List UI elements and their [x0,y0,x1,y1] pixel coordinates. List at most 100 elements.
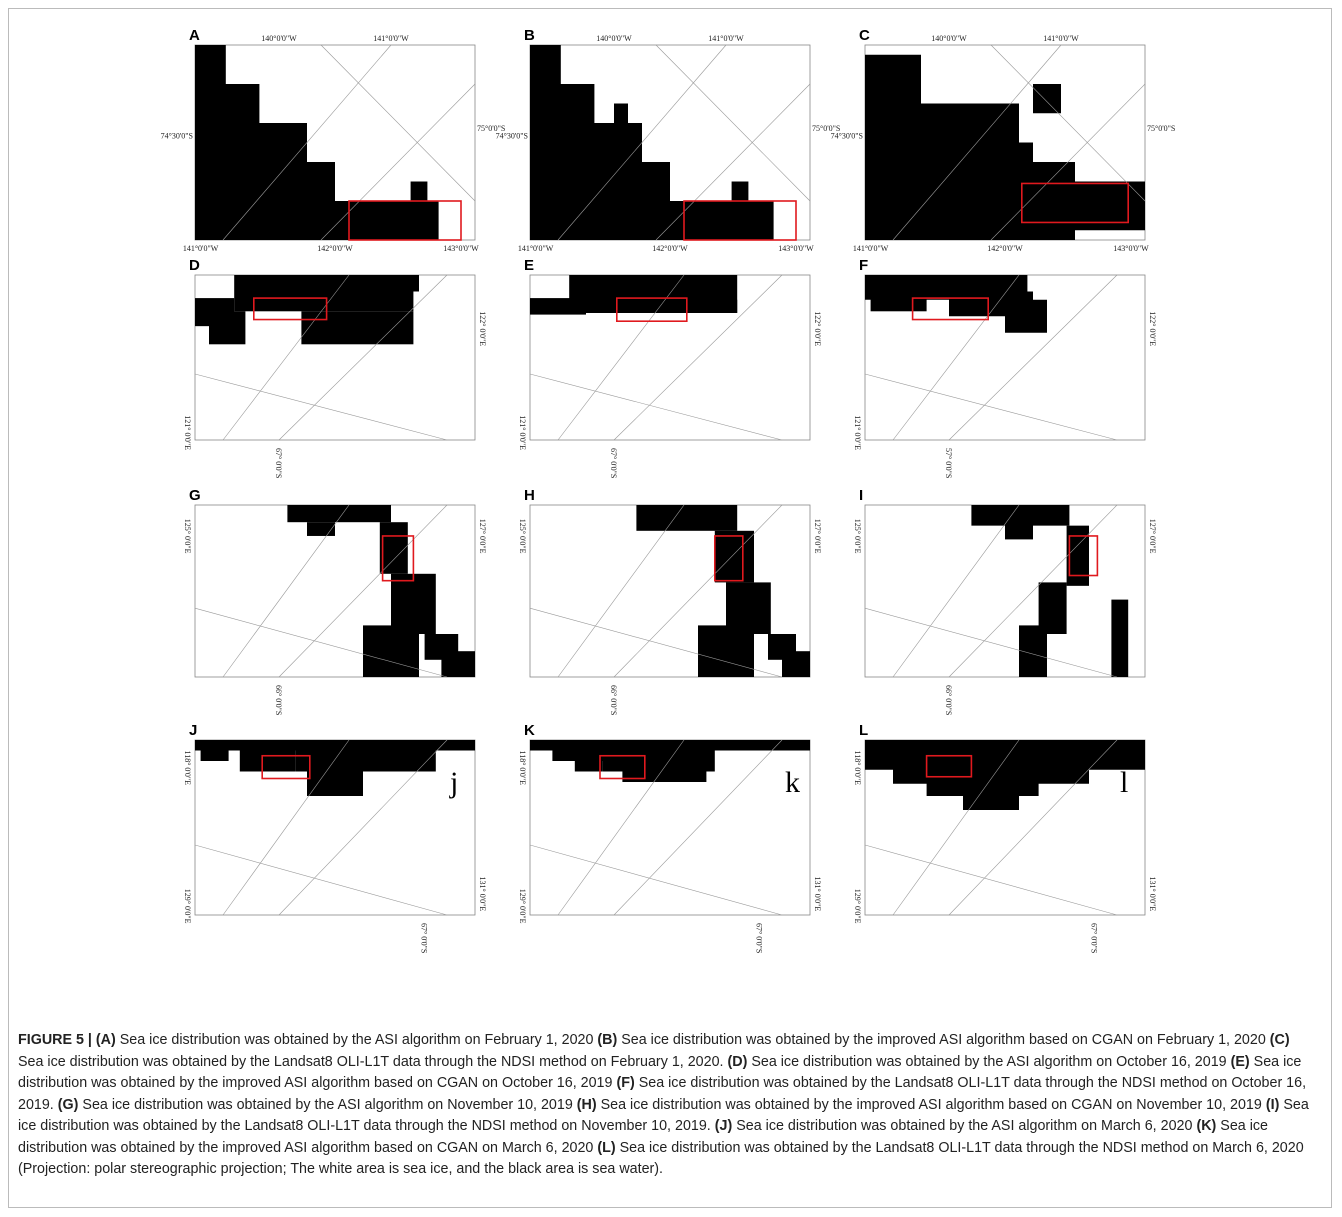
sea-water [530,298,586,315]
sea-water [636,505,737,531]
caption-panel-label: (D) [728,1054,748,1070]
coord-label: 75°0'0"S [1147,124,1175,133]
coord-label: 142°0'0"W [987,244,1023,253]
caption-panel-label: (A) [96,1032,116,1048]
inset-letter: k [785,766,800,799]
coord-label: 142°0'0"W [317,244,353,253]
caption-panel-label: (L) [597,1140,615,1156]
coord-label: 118° 0'0"E [518,751,527,786]
map-panel: Kk 118° 0'0"E 129° 0'0"E 131° 0'0"E 67° 0'0"… [518,722,822,953]
caption-panel-label: (K) [1196,1118,1216,1134]
coord-label: 143°0'0"W [778,244,814,253]
coord-label: 122° 0'0"E [478,311,487,346]
panel-letter: B [524,27,535,44]
caption-text: Sea ice distribution was obtained by the… [82,1097,572,1113]
coord-label: 131° 0'0"E [478,877,487,912]
coord-label: 125° 0'0"E [183,519,192,554]
coord-label: 66° 0'0"S [609,685,618,715]
coord-label: 141°0'0"W [518,244,554,253]
sea-water [977,104,1019,153]
sea-water [963,793,1019,811]
caption-text: Sea ice distribution was obtained by the… [621,1032,1266,1048]
caption-text: Sea ice distribution was obtained by the… [120,1032,594,1048]
coord-label: 140°0'0"W [261,34,297,43]
panel-letter: F [859,257,868,274]
panel-letter: L [859,722,868,739]
caption-text: Sea ice distribution was obtained by the… [736,1118,1192,1134]
sea-water [397,275,419,292]
sea-water [782,651,810,677]
sea-water [307,522,335,536]
coord-label: 118° 0'0"E [183,751,192,786]
map-panel: E122° 0'0"E121° 0'0"E67° 0'0"S [518,257,822,478]
caption: FIGURE 5 | (A) Sea ice distribution was … [18,1030,1318,1181]
sea-water [195,740,475,751]
map-panel: Ll118° 0'0"E129° 0'0"E131° 0'0"E67° 0'0"… [853,722,1157,953]
coord-label: 125° 0'0"E [518,519,527,554]
coord-label: 67° 0'0"S [420,923,429,953]
caption-panel-label: (F) [616,1075,634,1091]
sea-water [732,182,749,202]
caption-panel-label: (H) [577,1097,597,1113]
coord-label: 140°0'0"W [596,34,632,43]
caption-panel-label: (E) [1231,1054,1250,1070]
coord-label: 66° 0'0"S [274,685,283,715]
sea-water [698,625,754,677]
map-panel: B140°0'0"W141°0'0"W74°30'0"S75°0'0"S141°… [496,27,841,253]
panel-letter: C [859,27,870,44]
sea-water [240,751,296,772]
inset-letter: j [449,766,458,799]
sea-water [195,162,335,240]
caption-panel-label: (C) [1270,1032,1290,1048]
panel-letter: H [524,487,535,504]
caption-text: Sea ice distribution was obtained by the… [18,1054,724,1070]
sea-water [391,574,436,634]
inset-letter: l [1120,766,1128,799]
coord-label: 140°0'0"W [931,34,967,43]
coord-label: 129° 0'0"E [183,889,192,924]
sea-water [380,522,408,574]
sea-water [614,104,628,124]
sea-water [209,311,245,344]
coord-label: 74°30'0"S [161,132,193,141]
map-panel: C140°0'0"W141°0'0"W74°30'0"S75°0'0"S141°… [831,27,1176,253]
map-panel: G125° 0'0"E127° 0'0"E66° 0'0"S [183,487,487,715]
sea-water [234,275,413,311]
coord-label: 143°0'0"W [443,244,479,253]
coord-label: 125° 0'0"E [853,519,862,554]
caption-text: Sea ice distribution was obtained by the… [751,1054,1226,1070]
sea-water [1005,300,1047,333]
coord-label: 121° 0'0"E [518,415,527,450]
coord-label: 129° 0'0"E [518,889,527,924]
coord-label: 67° 0'0"S [609,448,618,478]
sea-water [307,761,363,796]
sea-water [411,182,428,202]
sea-water [1111,600,1128,677]
coord-label: 122° 0'0"E [1148,311,1157,346]
sea-water [530,740,810,751]
caption-panel-label: (I) [1266,1097,1280,1113]
sea-water [586,300,737,313]
coord-label: 129° 0'0"E [853,889,862,924]
coord-label: 127° 0'0"E [478,519,487,554]
coord-label: 67° 0'0"S [755,923,764,953]
figure-label: FIGURE 5 | [18,1032,92,1048]
panel-letter: K [524,722,535,739]
coord-label: 141°0'0"W [708,34,744,43]
coord-label: 121° 0'0"E [853,415,862,450]
coord-label: 131° 0'0"E [813,877,822,912]
coord-label: 118° 0'0"E [853,751,862,786]
sea-water [670,201,774,240]
coord-label: 131° 0'0"E [1148,877,1157,912]
caption-panel-label: (J) [715,1118,732,1134]
map-panel: H 125° 0'0"E 127° 0'0"E 66° 0'0"S [518,487,822,715]
sea-water [201,751,229,762]
coord-label: 141°0'0"W [373,34,409,43]
coord-label: 127° 0'0"E [813,519,822,554]
sea-water [363,625,419,677]
panel-letter: D [189,257,200,274]
